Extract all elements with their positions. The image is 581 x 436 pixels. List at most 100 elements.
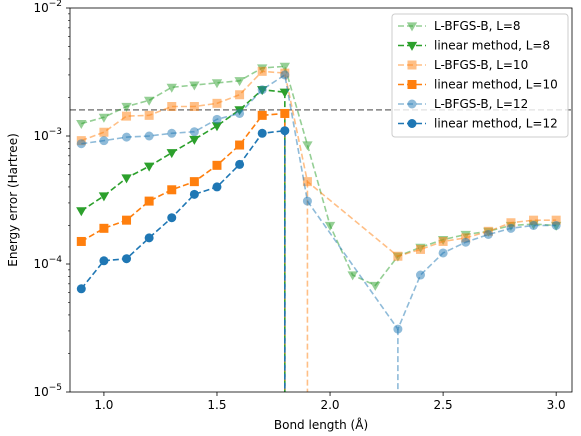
legend-marker: [407, 99, 417, 109]
data-point: [438, 248, 448, 258]
data-point: [144, 110, 154, 120]
data-point: [166, 149, 177, 159]
data-point: [122, 254, 132, 264]
legend: L-BFGS-B, L=8 linear method, L=8 L-BFGS-B,…: [391, 13, 569, 138]
data-point: [234, 77, 245, 87]
data-point: [144, 233, 154, 243]
y-tick-base: 10: [33, 257, 48, 271]
data-point: [143, 162, 155, 172]
data-point: [529, 215, 539, 225]
data-point: [212, 98, 222, 108]
x-tick-label: 2.5: [434, 398, 453, 412]
data-point: [257, 85, 267, 95]
data-point: [347, 271, 358, 281]
data-point: [167, 102, 177, 112]
y-axis-label: Energy error (Hartree): [6, 133, 20, 267]
data-point: [76, 119, 87, 129]
data-point: [506, 223, 516, 233]
series-5: [76, 126, 290, 392]
data-point: [121, 102, 132, 112]
legend-item: L-BFGS-B, L=8: [398, 19, 521, 33]
data-point: [99, 136, 109, 146]
data-point: [506, 218, 516, 228]
data-point: [98, 192, 110, 202]
series-line: [81, 65, 557, 287]
data-point: [257, 110, 267, 120]
data-point: [302, 177, 312, 187]
data-point: [393, 324, 403, 334]
data-point: [76, 207, 87, 217]
y-tick-label: 10−4: [33, 255, 62, 271]
data-point: [167, 185, 177, 195]
legend-marker: [406, 41, 418, 51]
data-point: [189, 127, 199, 137]
data-point: [98, 113, 110, 123]
y-tick-base: 10: [33, 385, 48, 399]
legend-item: linear method, L=8: [398, 39, 550, 53]
data-point: [438, 236, 448, 246]
data-point: [483, 230, 493, 240]
data-point: [370, 281, 381, 291]
data-point: [415, 270, 425, 280]
data-point: [76, 284, 86, 294]
data-point: [280, 70, 290, 80]
data-point: [167, 128, 177, 138]
data-point: [76, 139, 86, 149]
series-line: [80, 129, 285, 290]
data-point: [122, 215, 132, 225]
series-line: [80, 112, 285, 243]
data-point: [280, 108, 290, 118]
legend-item: linear method, L=12: [398, 117, 558, 131]
data-point: [415, 244, 425, 254]
data-point: [235, 140, 245, 150]
data-point: [212, 114, 222, 124]
y-tick-label: 10−5: [33, 383, 62, 399]
legend-marker: [407, 60, 417, 70]
data-point: [76, 236, 86, 246]
y-tick-label: 10−3: [33, 127, 62, 143]
data-point: [302, 196, 312, 206]
data-point: [279, 62, 290, 72]
data-point: [235, 159, 245, 169]
data-point: [144, 131, 154, 141]
data-point: [257, 128, 267, 138]
data-point: [393, 251, 403, 261]
legend-label: linear method, L=8: [434, 39, 550, 53]
data-point: [189, 177, 199, 187]
series-3: [76, 108, 290, 392]
data-point: [551, 215, 561, 225]
data-point: [212, 160, 222, 170]
plot-frame: [69, 7, 573, 393]
y-tick-exponent: −5: [49, 383, 62, 393]
data-point: [235, 90, 245, 100]
legend-label: L-BFGS-B, L=10: [434, 58, 528, 72]
legend-marker: [406, 22, 418, 32]
data-point: [143, 96, 155, 106]
data-point: [324, 221, 336, 231]
legend-marker: [407, 80, 417, 89]
data-point: [189, 81, 200, 91]
data-point: [122, 111, 132, 121]
data-point: [211, 79, 223, 89]
data-point: [302, 141, 313, 151]
series-layer: [76, 62, 562, 392]
data-point: [99, 127, 109, 137]
legend-label: linear method, L=12: [434, 117, 558, 131]
data-point: [166, 83, 177, 93]
legend-label: L-BFGS-B, L=12: [434, 97, 528, 111]
data-point: [551, 220, 561, 230]
data-point: [189, 135, 200, 145]
series-4: [76, 70, 561, 392]
data-point: [280, 126, 290, 136]
y-tick-label: 10−2: [33, 0, 62, 15]
series-line: [80, 88, 285, 212]
x-tick-label: 1.5: [207, 398, 226, 412]
y-tick-exponent: −2: [49, 0, 62, 9]
data-point: [211, 122, 223, 132]
y-tick-base: 10: [33, 129, 48, 143]
legend-item: linear method, L=10: [398, 78, 558, 92]
data-point: [235, 108, 245, 118]
data-point: [99, 256, 109, 266]
x-tick-label: 2.0: [320, 398, 339, 412]
